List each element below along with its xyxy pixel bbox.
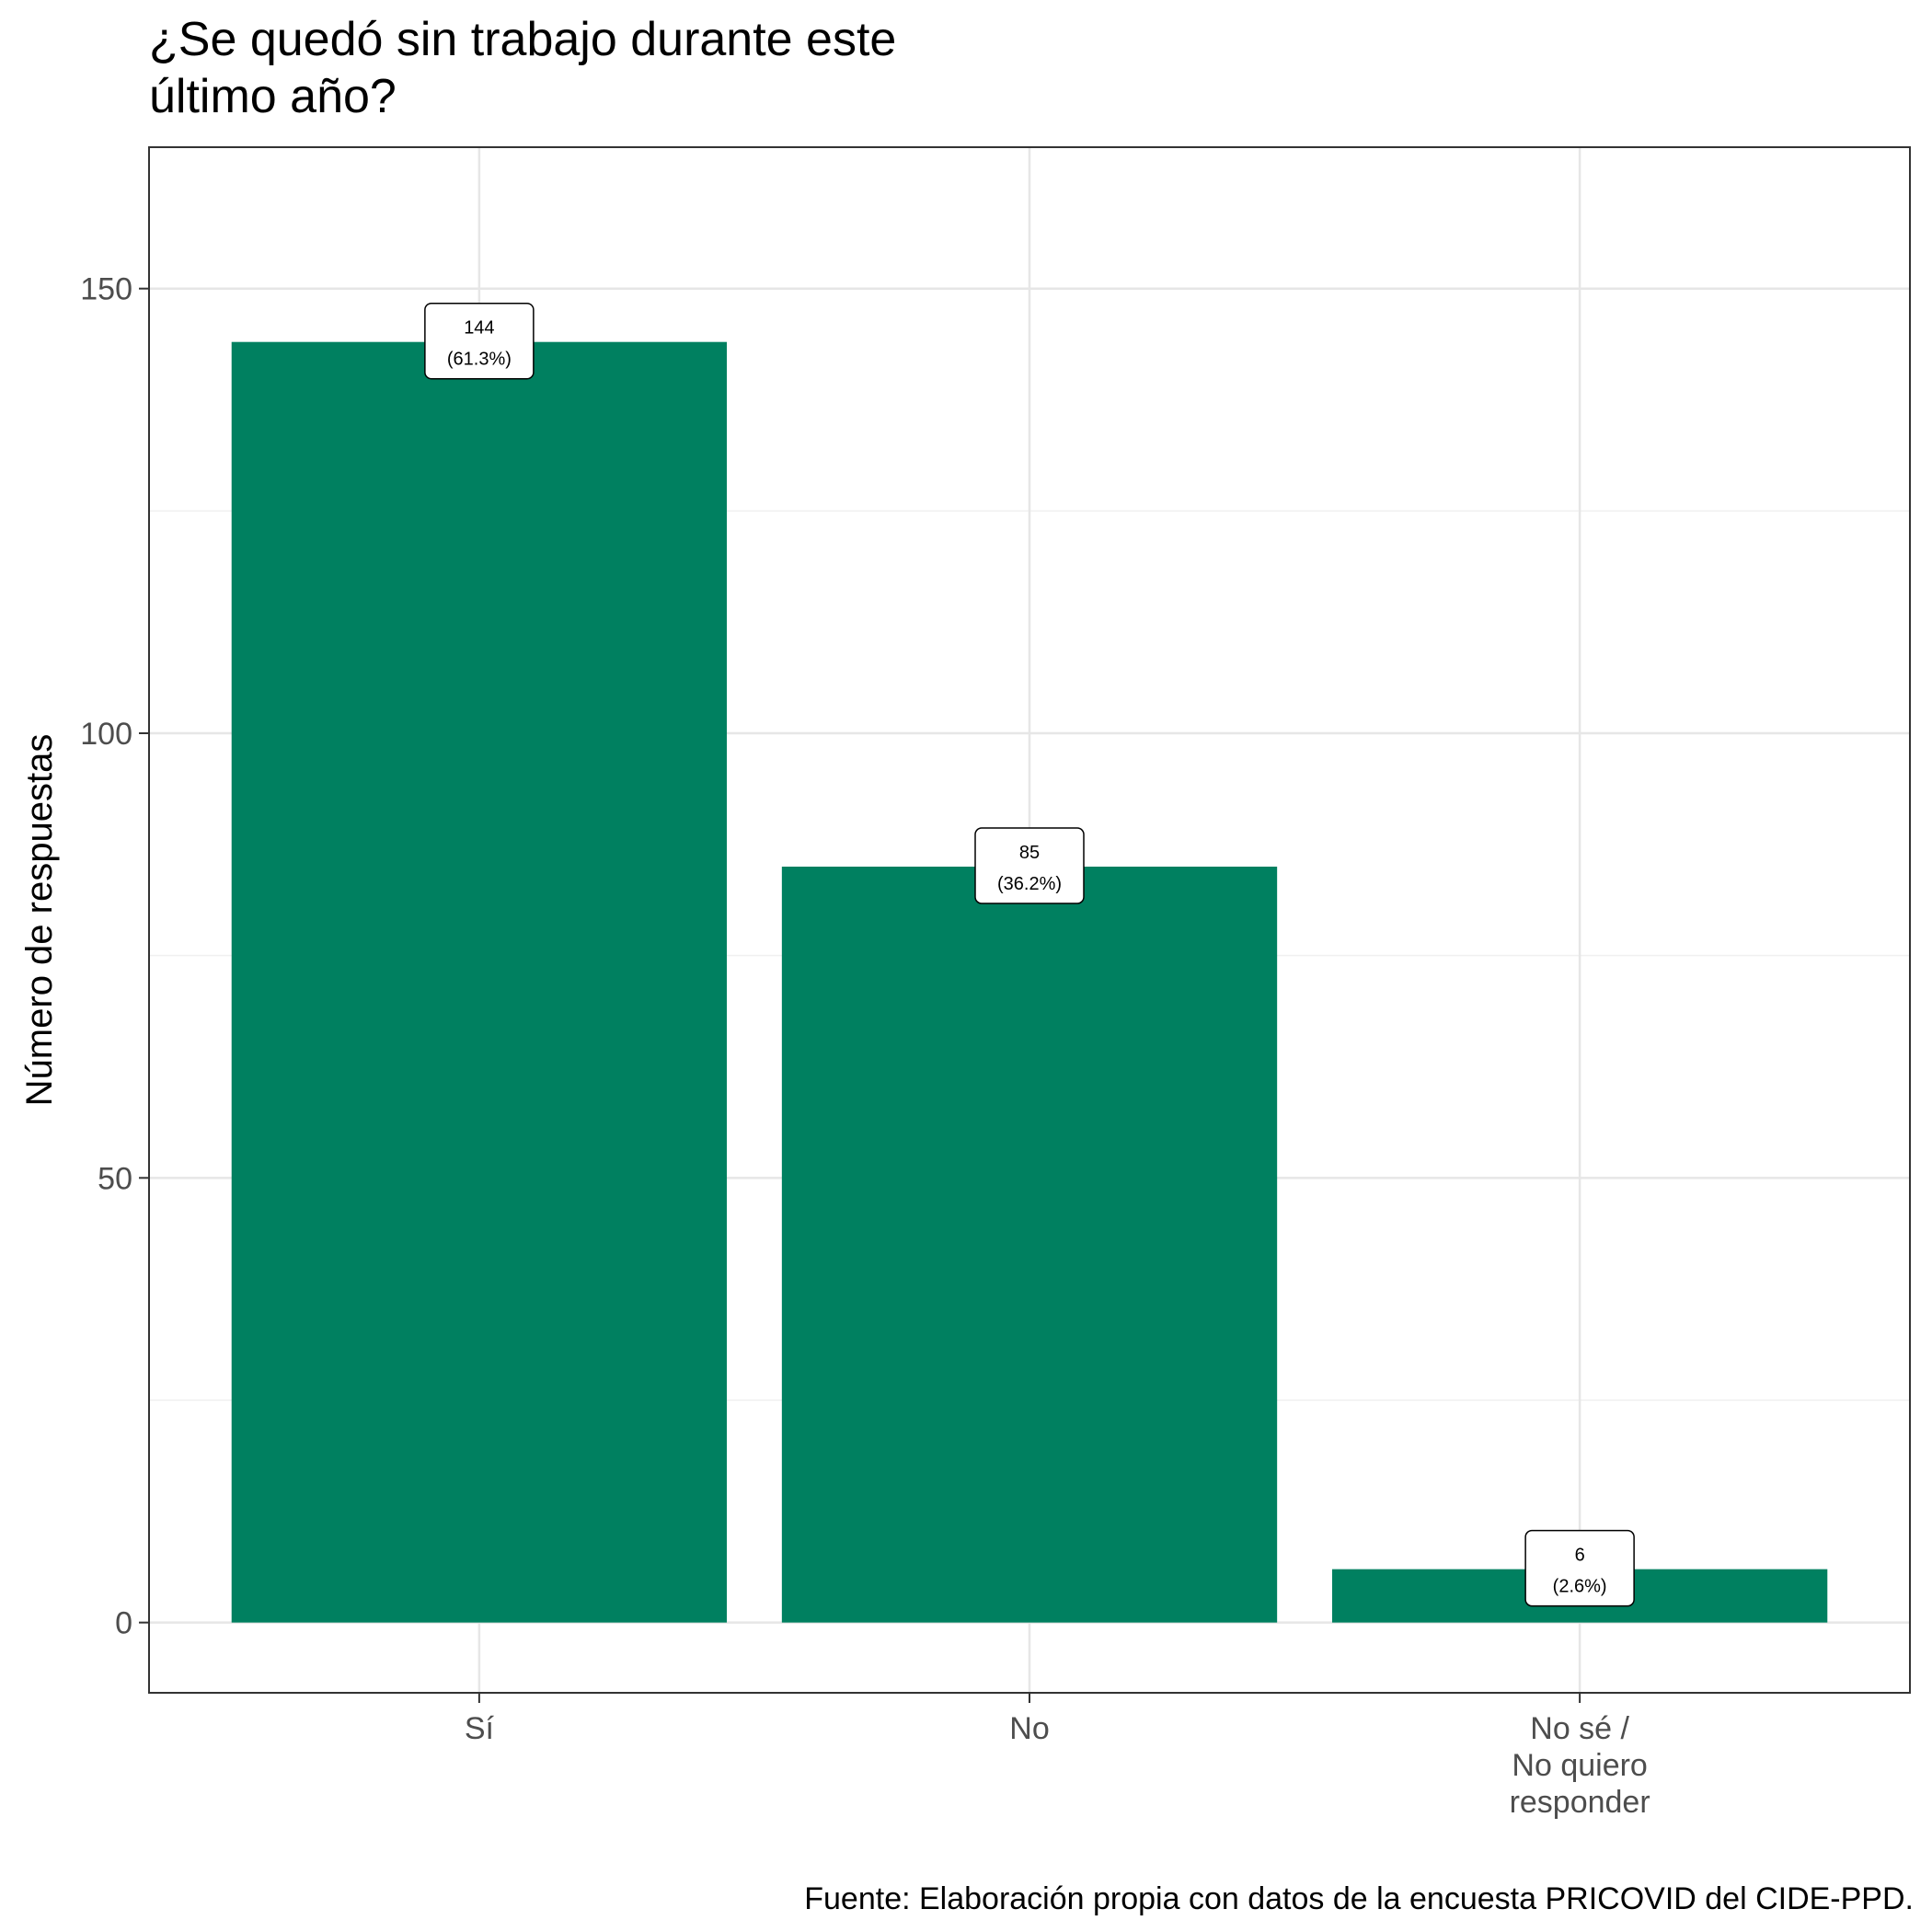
bar: [231, 341, 728, 1623]
bar-value-label-box: [424, 302, 535, 380]
bar-value-count: 144: [464, 318, 494, 339]
x-tick-label: No sé / No quiero responder: [1510, 1711, 1650, 1820]
x-tick-label-line: No quiero: [1512, 1748, 1647, 1783]
bar-value-percent: (2.6%): [1553, 1577, 1607, 1597]
bars: [231, 341, 1828, 1623]
x-tick-label: Sí: [465, 1711, 495, 1746]
bar-value-count: 6: [1575, 1546, 1585, 1566]
bar-value-label: 85 (36.2%): [974, 827, 1085, 904]
bar-value-label: 144 (61.3%): [424, 302, 535, 380]
y-tick-label: 50: [98, 1161, 132, 1196]
x-tick-label-line: responder: [1510, 1785, 1650, 1820]
bar-labels: 144 (61.3%) 85 (36.2%) 6 (2.6%): [424, 302, 1635, 1607]
x-tick-label-line: Sí: [465, 1711, 495, 1746]
bar-value-label-box: [1524, 1529, 1635, 1607]
y-axis-title: Número de respuestas: [19, 734, 60, 1107]
y-axis: 0 50 100 150: [80, 272, 149, 1641]
chart-title-line-2: último año?: [149, 70, 397, 123]
y-tick-label: 100: [80, 717, 132, 752]
y-tick-label: 150: [80, 272, 132, 307]
bar: [781, 867, 1278, 1623]
bar-value-percent: (36.2%): [997, 874, 1062, 894]
y-tick-label: 0: [115, 1606, 132, 1641]
chart-caption: Fuente: Elaboración propia con datos de …: [804, 1881, 1914, 1916]
bar-value-label-box: [974, 827, 1085, 904]
x-tick-label-line: No sé /: [1530, 1711, 1629, 1746]
bar-value-count: 85: [1019, 843, 1040, 863]
chart-title-line-1: ¿Se quedó sin trabajo durante este: [149, 13, 896, 66]
x-tick-label: No: [1009, 1711, 1049, 1746]
bar-value-label: 6 (2.6%): [1524, 1529, 1635, 1607]
x-tick-label-line: No: [1009, 1711, 1049, 1746]
x-axis: Sí No No sé / No quiero responder: [465, 1693, 1650, 1820]
bar-value-percent: (61.3%): [447, 350, 512, 370]
